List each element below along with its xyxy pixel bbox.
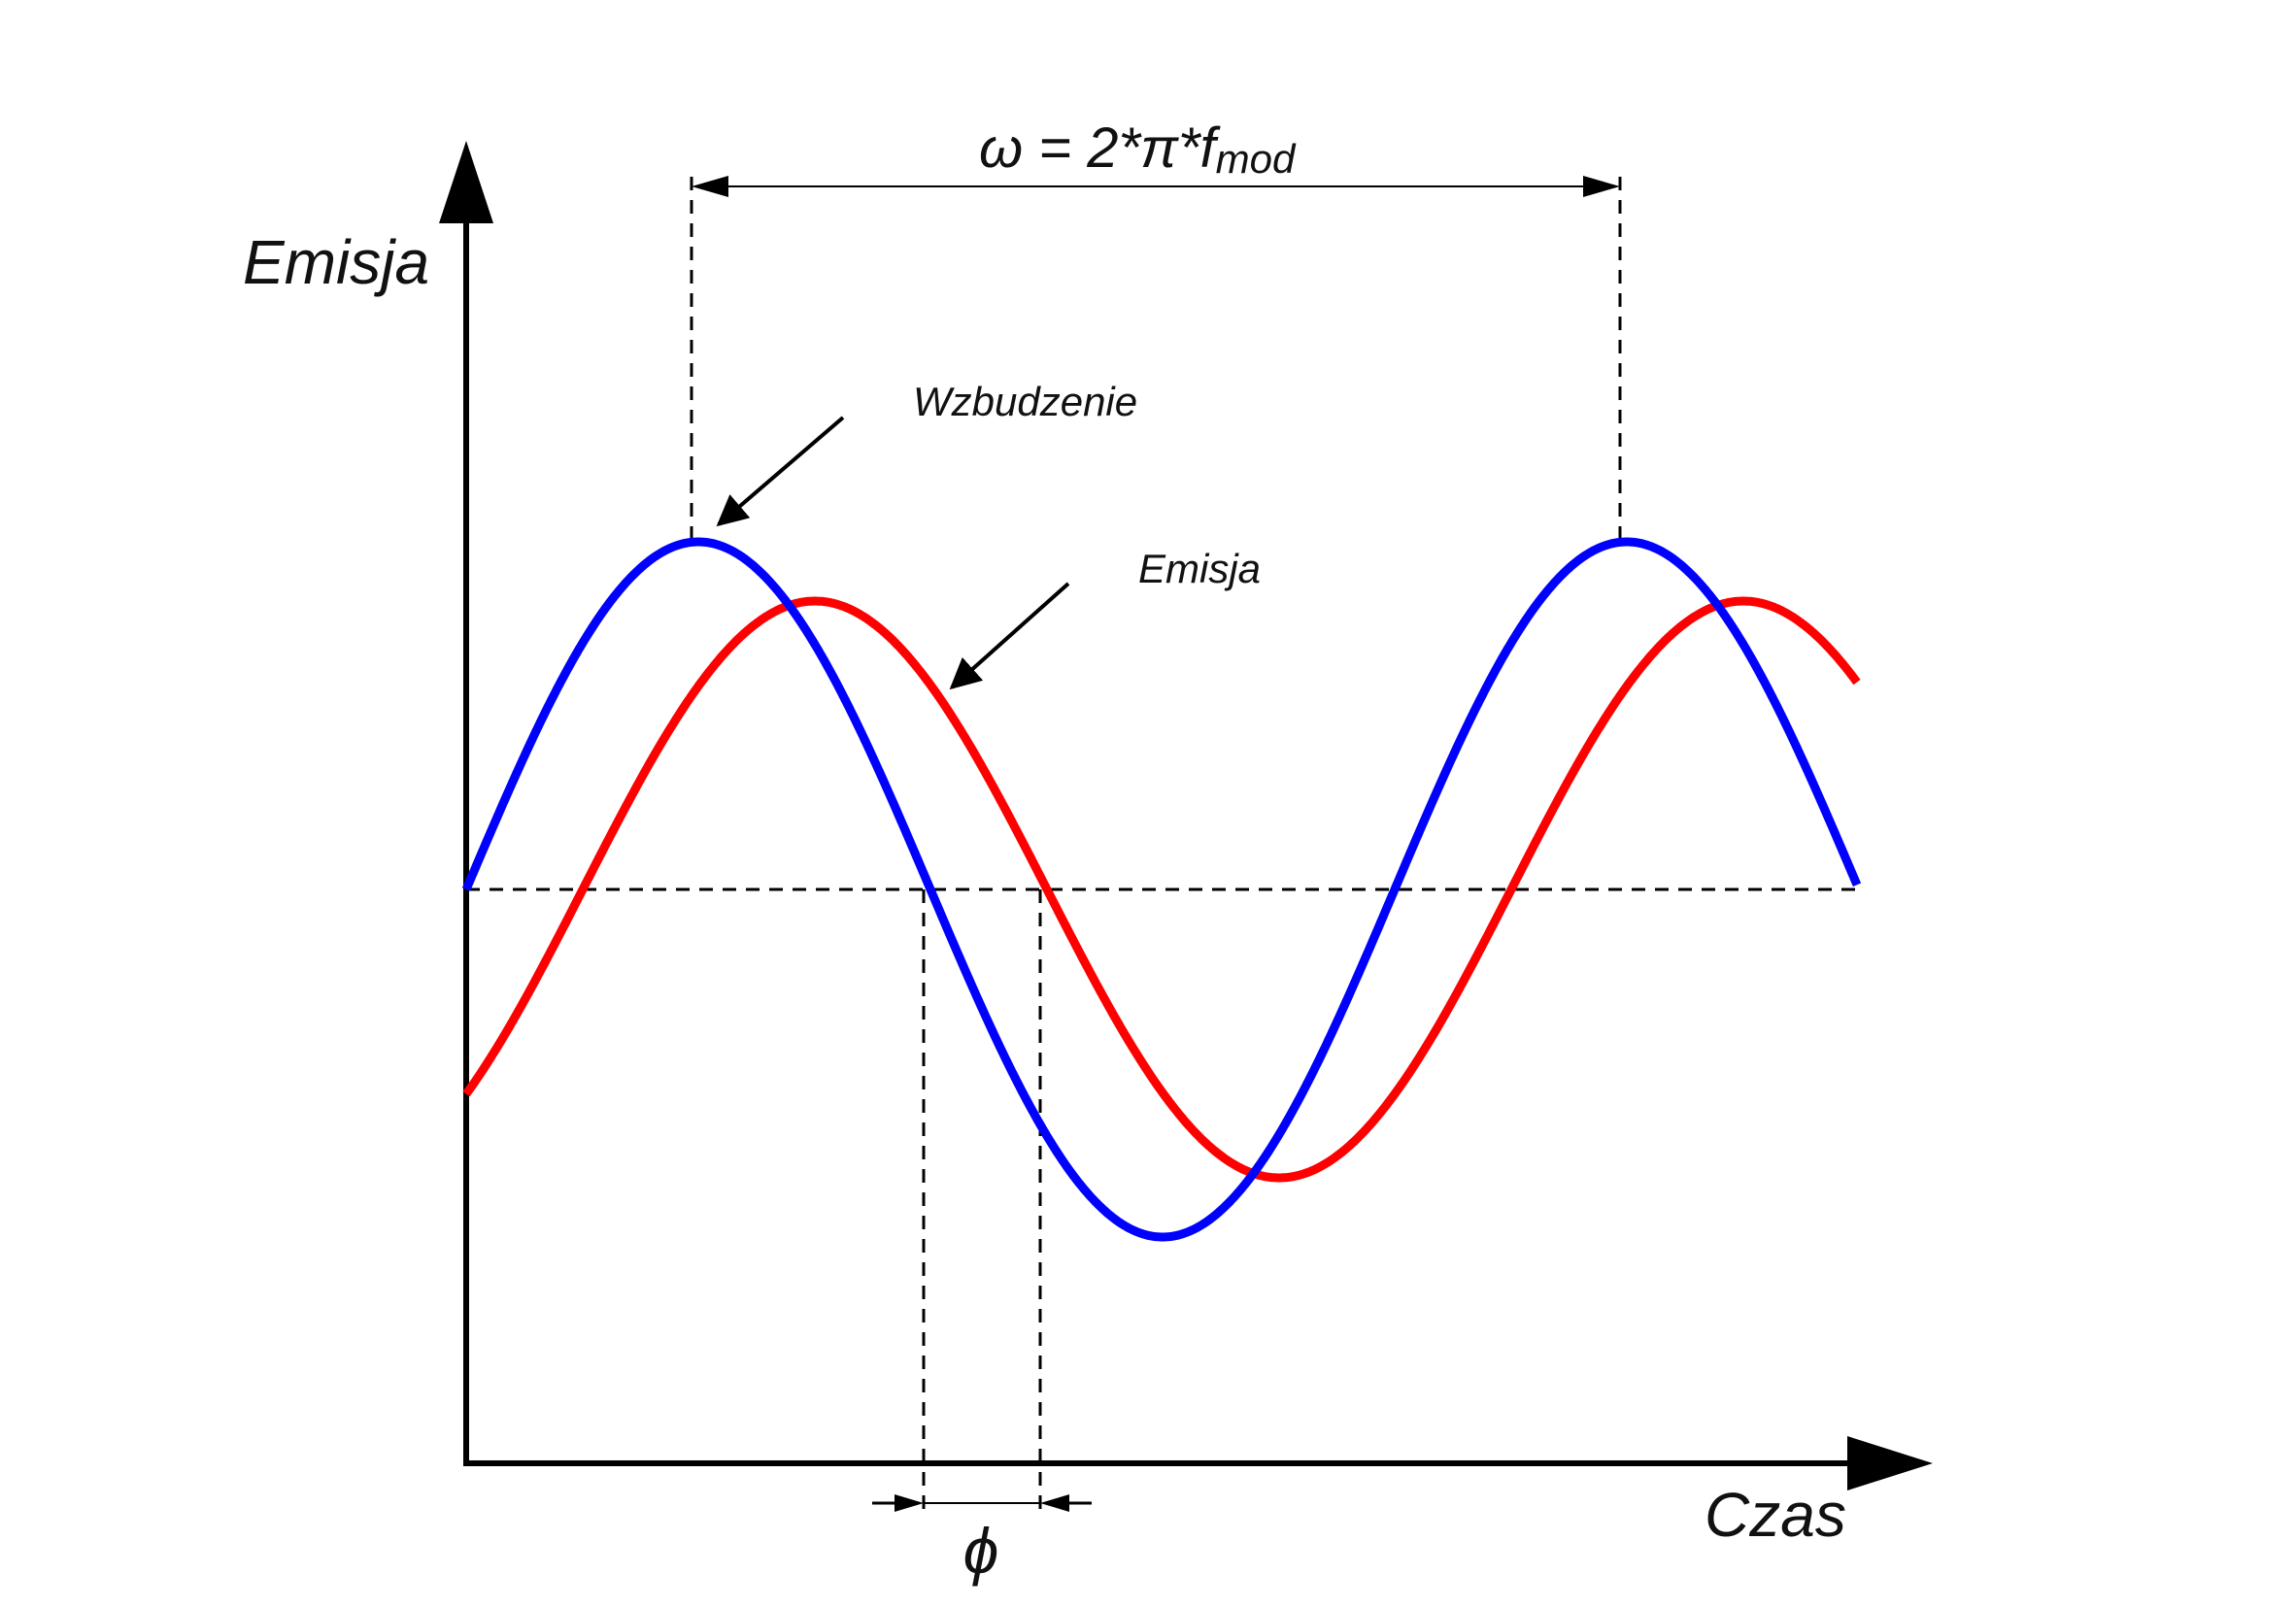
phase-arrow-right-icon bbox=[1040, 1494, 1069, 1512]
emission-curve bbox=[462, 596, 1861, 1183]
excitation-curve bbox=[461, 537, 1862, 1242]
x-axis-arrow-icon bbox=[1847, 1436, 1933, 1490]
emission-label: Emisja bbox=[1138, 546, 1261, 591]
excitation-label: Wzbudzenie bbox=[913, 379, 1137, 424]
y-axis-arrow-icon bbox=[439, 141, 493, 223]
guide-lines bbox=[466, 177, 1857, 1517]
period-arrow-right-icon bbox=[1583, 176, 1620, 197]
x-axis-label: Czas bbox=[1705, 1480, 1846, 1550]
y-axis-label: Emisja bbox=[243, 227, 429, 297]
period-dimension: ω = 2*π*fmod bbox=[692, 117, 1620, 197]
axes bbox=[439, 141, 1933, 1490]
period-arrow-left-icon bbox=[692, 176, 728, 197]
phase-arrow-left-icon bbox=[895, 1494, 924, 1512]
phase-dimension: ϕ bbox=[872, 1494, 1092, 1587]
omega-formula: ω = 2*π*fmod bbox=[979, 117, 1297, 182]
phase-label: ϕ bbox=[963, 1515, 999, 1587]
emission-pointer-arrow bbox=[949, 582, 1070, 690]
excitation-pointer-arrow bbox=[716, 416, 845, 527]
